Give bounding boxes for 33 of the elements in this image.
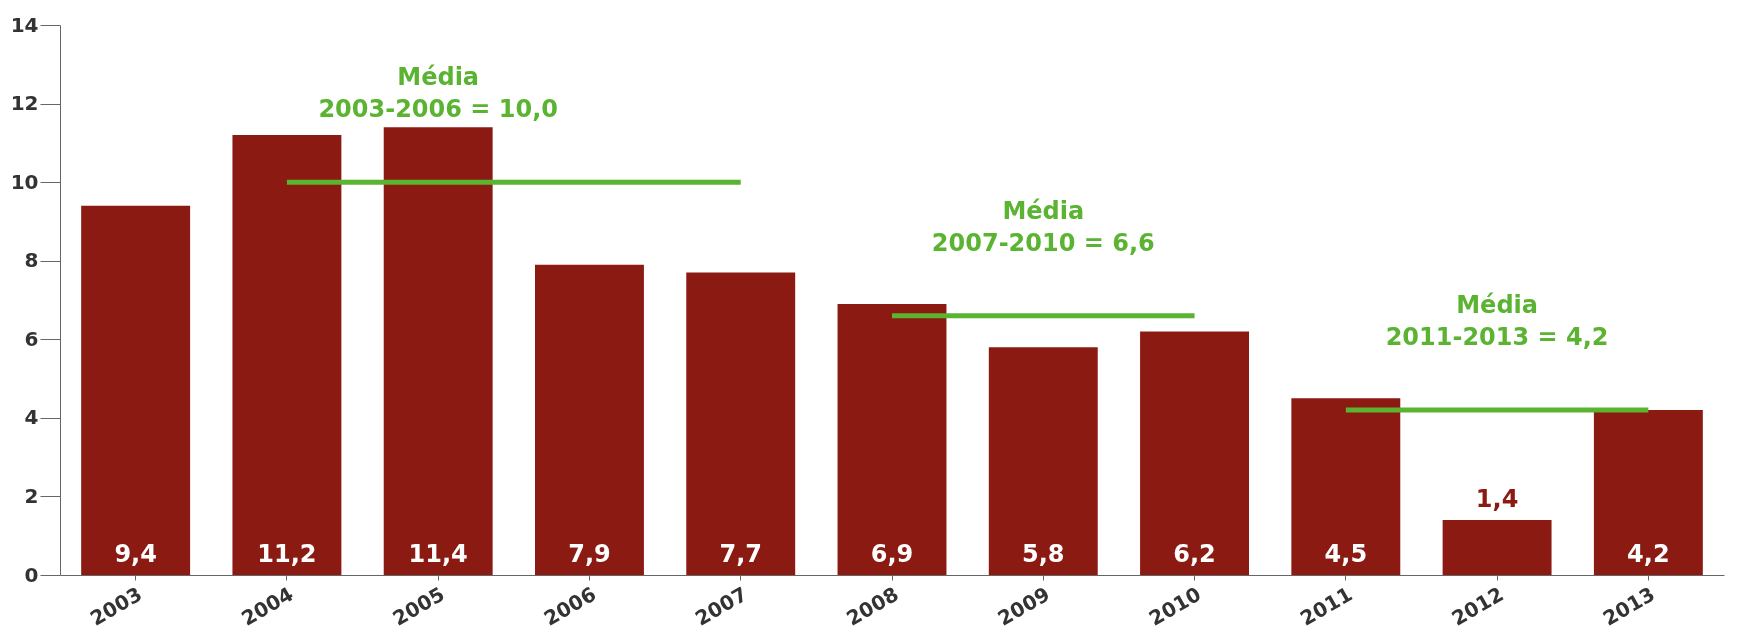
- y-tick-label: 6: [24, 326, 39, 351]
- data-label: 9,4: [114, 540, 157, 568]
- annotation: Média 2011-2013 = 4,2: [1385, 291, 1609, 351]
- annotation: Média 2007-2010 = 6,6: [931, 196, 1155, 257]
- y-tick-label: 12: [10, 91, 39, 116]
- data-label: 4,2: [1627, 540, 1670, 568]
- data-label: 11,4: [408, 540, 468, 568]
- data-label: 6,2: [1173, 540, 1216, 568]
- y-tick-label: 0: [24, 562, 39, 587]
- bar: [1291, 398, 1401, 575]
- y-tick-label: 2: [24, 483, 39, 508]
- y-tick-label: 4: [24, 405, 39, 430]
- y-tick-label: 14: [10, 12, 39, 37]
- bar: [232, 135, 342, 575]
- data-label: 11,2: [257, 540, 317, 568]
- bar: [383, 127, 493, 575]
- bar: [1593, 410, 1703, 575]
- bar: [837, 303, 947, 575]
- bar: [535, 264, 644, 575]
- bar: [81, 205, 191, 575]
- bar: [1442, 520, 1552, 575]
- data-label: 7,7: [719, 540, 762, 568]
- bar: [1140, 331, 1249, 575]
- data-label: 6,9: [870, 540, 914, 568]
- bar: [988, 347, 1098, 575]
- annotation: Média 2003-2006 = 10,0: [318, 63, 558, 124]
- y-tick-label: 10: [10, 169, 39, 194]
- data-label: 5,8: [1022, 540, 1065, 568]
- y-tick-label: 8: [24, 248, 39, 273]
- data-label: 7,9: [568, 540, 611, 568]
- bar: [686, 272, 796, 575]
- data-label: 4,5: [1324, 540, 1368, 568]
- data-label: 1,4: [1475, 485, 1519, 513]
